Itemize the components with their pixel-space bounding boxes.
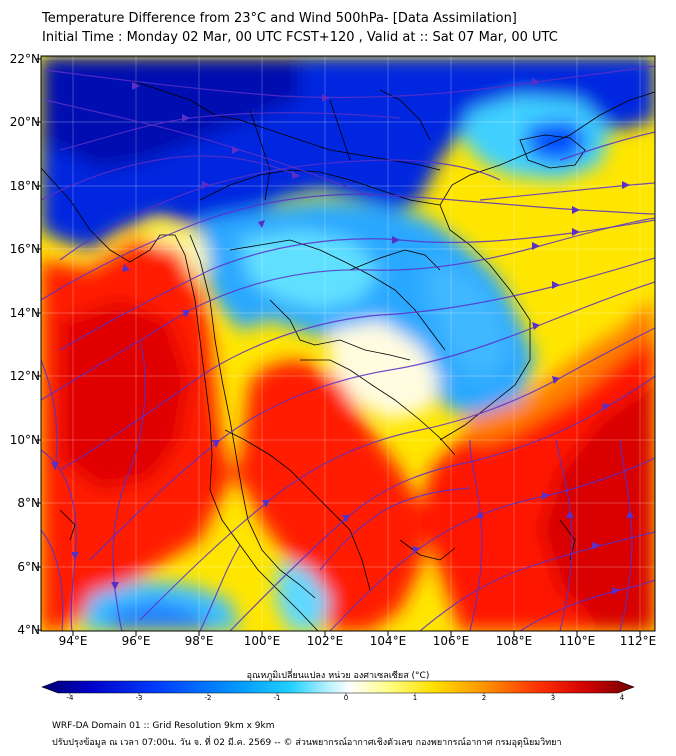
lon-label: 104°E <box>369 634 407 648</box>
lon-label: 100°E <box>243 634 281 648</box>
lat-label: 6°N <box>17 560 40 574</box>
lon-label: 110°E <box>558 634 596 648</box>
lon-label: 96°E <box>121 634 151 648</box>
lon-label: 112°E <box>619 634 657 648</box>
map-frame <box>40 55 656 632</box>
lat-label: 10°N <box>9 433 40 447</box>
colorbar-title: อุณหภูมิเปลี่ยนแปลง หน่วย องศาเซลเซียส (… <box>246 671 430 681</box>
colorbar-tick: 2 <box>481 694 487 702</box>
temperature-field <box>41 56 655 631</box>
colorbar-tick: 0 <box>343 694 349 702</box>
country-borders <box>41 79 655 631</box>
colorbar-tick: 4 <box>619 694 625 702</box>
lat-label: 22°N <box>9 52 40 66</box>
lat-label: 14°N <box>9 306 40 320</box>
streamline-arrows <box>51 78 634 595</box>
lon-label: 106°E <box>432 634 470 648</box>
lat-lon-grid <box>41 56 655 631</box>
lat-label: 16°N <box>9 242 40 256</box>
colorbar-tick: -3 <box>135 694 143 702</box>
lat-label: 4°N <box>17 623 40 637</box>
colorbar <box>41 680 635 696</box>
lat-label: 12°N <box>9 369 40 383</box>
colorbar-tick: -4 <box>66 694 74 702</box>
lon-label: 94°E <box>58 634 88 648</box>
lon-label: 108°E <box>495 634 533 648</box>
map-title: Temperature Difference from 23°C and Win… <box>42 11 517 26</box>
axis-ticks <box>36 58 641 636</box>
colorbar-tick: -1 <box>273 694 281 702</box>
colorbar-tick: 1 <box>412 694 418 702</box>
footer-credit: ปรับปรุงข้อมูล ณ เวลา 07:00น. วัน จ. ที่… <box>52 738 562 748</box>
footer-model-info: WRF-DA Domain 01 :: Grid Resolution 9km … <box>52 721 275 731</box>
colorbar-tick: 3 <box>550 694 556 702</box>
lat-label: 18°N <box>9 179 40 193</box>
lon-label: 98°E <box>184 634 214 648</box>
lon-label: 102°E <box>306 634 344 648</box>
lat-label: 20°N <box>9 115 40 129</box>
map-subtitle: Initial Time : Monday 02 Mar, 00 UTC FCS… <box>42 30 558 45</box>
lat-label: 8°N <box>17 496 40 510</box>
colorbar-tick: -2 <box>204 694 212 702</box>
